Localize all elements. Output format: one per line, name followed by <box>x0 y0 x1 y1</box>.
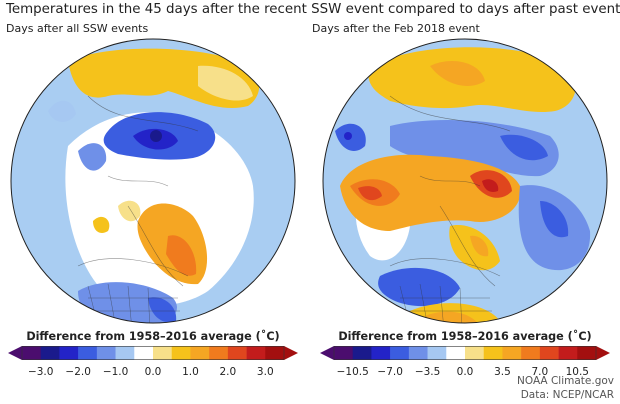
right-tick-label: 7.0 <box>531 366 549 378</box>
left-scale-swatch <box>171 346 191 360</box>
left-scale-outline <box>21 346 285 360</box>
right-scale-swatch <box>408 346 428 360</box>
credit-data: Data: NCEP/NCAR <box>520 389 614 401</box>
right-scale-swatch <box>390 346 410 360</box>
figure-title: Temperatures in the 45 days after the re… <box>6 2 620 17</box>
right-tick-label: 10.5 <box>565 366 589 378</box>
right-panel-subtitle: Days after the Feb 2018 event <box>312 22 480 35</box>
right-scale-swatch <box>427 346 447 360</box>
left-scale-swatch <box>209 346 229 360</box>
left-scale-swatch <box>96 346 116 360</box>
left-tick-label: −2.0 <box>65 366 91 378</box>
left-scale-arrow-low <box>8 346 22 360</box>
right-tick-label: 3.5 <box>494 366 511 378</box>
right-tick-label: −10.5 <box>336 366 369 378</box>
right-scale-swatch <box>539 346 559 360</box>
right-polar-temperature-map <box>322 38 608 324</box>
left-scale-swatch <box>246 346 266 360</box>
right-scale-arrow-low <box>320 346 334 360</box>
left-scale-swatch <box>134 346 154 360</box>
left-polar-temperature-map <box>10 38 296 324</box>
left-scale-swatch <box>190 346 210 360</box>
left-scale-swatch <box>22 346 42 360</box>
right-scale-swatch <box>483 346 503 360</box>
right-tick-label: −7.0 <box>377 366 403 378</box>
right-scale-swatch <box>577 346 597 360</box>
right-scale-swatch <box>465 346 485 360</box>
right-scale-swatch <box>521 346 541 360</box>
left-tick-label: 0.0 <box>144 366 162 378</box>
right-legend-title: Difference from 1958–2016 average (˚C) <box>338 330 592 343</box>
left-tick-label: −3.0 <box>27 366 54 378</box>
left-scale-swatch <box>59 346 79 360</box>
right-scale-swatch <box>558 346 578 360</box>
left-tick-label: 2.0 <box>219 366 237 378</box>
left-color-scale <box>8 346 298 360</box>
right-scale-swatch <box>371 346 391 360</box>
left-panel-subtitle: Days after all SSW events <box>6 22 149 35</box>
right-color-scale <box>320 346 610 360</box>
left-scale-swatch <box>227 346 247 360</box>
right-scale-swatch <box>502 346 522 360</box>
right-tick-label: 0.0 <box>456 366 474 378</box>
credit-source: NOAA Climate.gov <box>517 375 614 387</box>
left-tick-label: −1.0 <box>102 366 129 378</box>
left-legend-title: Difference from 1958–2016 average (˚C) <box>26 330 280 343</box>
right-scale-arrow-high <box>596 346 610 360</box>
right-scale-swatch <box>352 346 372 360</box>
left-scale-swatch <box>40 346 60 360</box>
left-tick-label: 3.0 <box>256 366 274 378</box>
right-scale-swatch <box>446 346 466 360</box>
left-scale-swatch <box>78 346 98 360</box>
right-scale-outline <box>333 346 597 360</box>
left-tick-label: 1.0 <box>182 366 199 378</box>
left-scale-arrow-high <box>284 346 298 360</box>
left-scale-swatch <box>265 346 285 360</box>
right-scale-swatch <box>334 346 354 360</box>
left-scale-swatch <box>115 346 135 360</box>
left-scale-swatch <box>153 346 173 360</box>
right-tick-label: −3.5 <box>414 366 441 378</box>
